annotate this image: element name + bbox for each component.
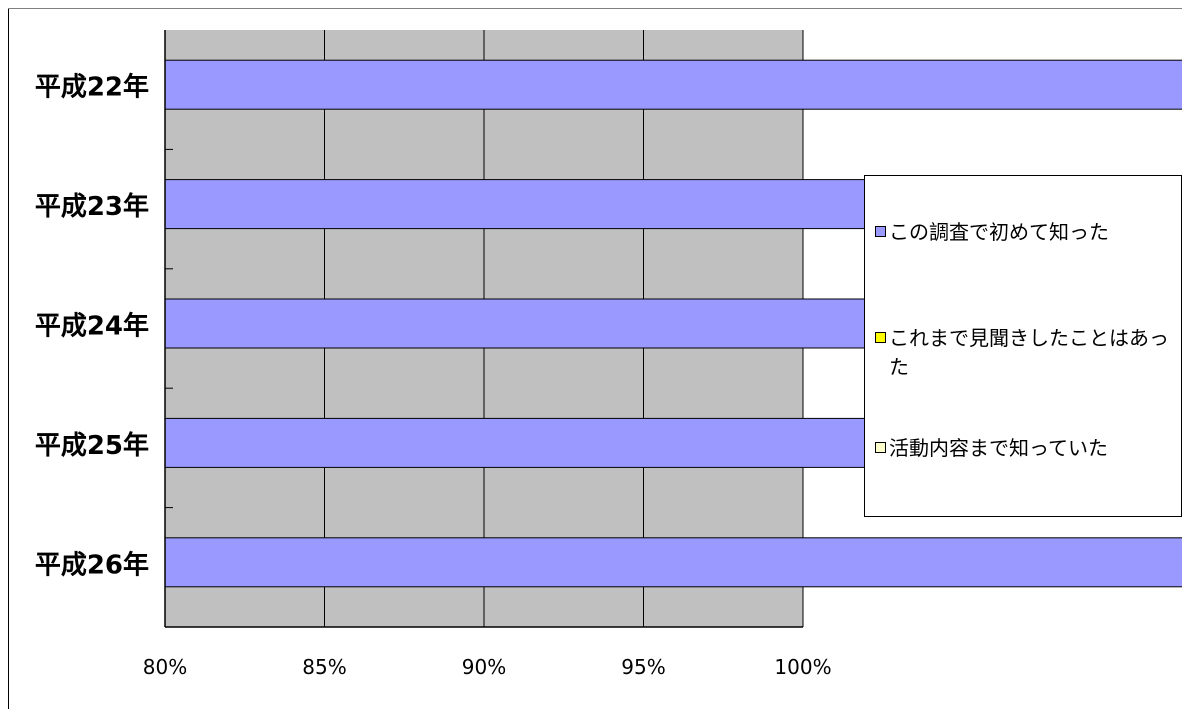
legend-item: 活動内容まで知っていた [875,434,1169,463]
legend-item: これまで見聞きしたことはあった [875,324,1169,382]
legend-item: この調査で初めて知った [875,218,1169,247]
x-tick-label: 90% [462,655,506,679]
legend-label: 活動内容まで知っていた [889,436,1108,460]
legend-label: この調査で初めて知った [889,220,1109,244]
x-tick-label: 95% [621,655,665,679]
legend: この調査で初めて知った これまで見聞きしたことはあった 活動内容まで知っていた [864,175,1182,517]
x-tick-label: 85% [302,655,346,679]
frame-top-border [8,8,1182,9]
x-tick-label: 80% [143,655,187,679]
y-tick-label: 平成23年 [35,191,149,222]
frame-left-border [8,8,9,709]
legend-label: これまで見聞きしたことはあった [889,326,1169,379]
y-tick-label: 平成24年 [35,311,149,342]
legend-swatch [875,442,886,453]
bar-segment [164,59,1182,110]
bar-segment [164,537,1182,588]
y-tick-label: 平成25年 [35,430,149,461]
x-tick-label: 100% [774,655,831,679]
y-tick-label: 平成22年 [35,72,149,103]
legend-swatch [875,226,886,237]
legend-swatch [875,332,886,343]
y-tick-label: 平成26年 [35,549,149,580]
